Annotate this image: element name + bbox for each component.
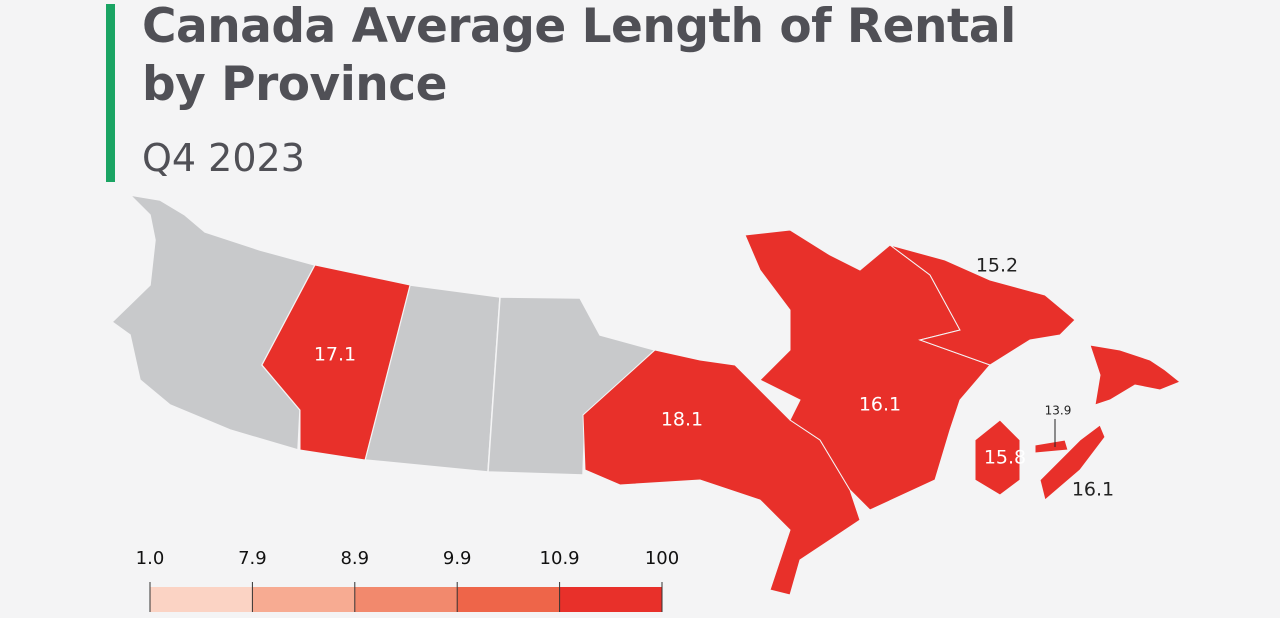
province: [974, 419, 1021, 496]
province: [889, 244, 1181, 406]
legend-swatch: [354, 587, 458, 612]
legend-label: 100: [645, 548, 679, 569]
region-label: 15.8: [984, 447, 1026, 469]
legend-label: 1.0: [136, 548, 165, 569]
province: [261, 264, 411, 461]
legend-label: 7.9: [238, 548, 267, 569]
legend-swatch: [150, 587, 253, 612]
title: Canada Average Length of Rental by Provi…: [142, 0, 1016, 112]
legend-swatch: [457, 587, 560, 612]
legend-label: 8.9: [340, 548, 369, 569]
region-label: 13.9: [1045, 404, 1072, 418]
subtitle: Q4 2023: [142, 136, 305, 180]
province: [1034, 439, 1069, 454]
province: [1039, 424, 1106, 501]
province: [110, 193, 317, 451]
region-label: 18.1: [661, 409, 703, 431]
legend-label: 9.9: [443, 548, 472, 569]
region-label: 16.1: [859, 394, 901, 416]
legend-swatch: [252, 587, 355, 612]
accent-bar: [106, 4, 115, 182]
province: [582, 349, 861, 596]
legend-swatch: [559, 587, 662, 612]
region-label: 15.2: [976, 255, 1018, 277]
legend-label: 10.9: [540, 548, 580, 569]
region-label: 16.1: [1072, 479, 1114, 501]
province: [744, 229, 991, 511]
region-label: 17.1: [314, 344, 356, 366]
